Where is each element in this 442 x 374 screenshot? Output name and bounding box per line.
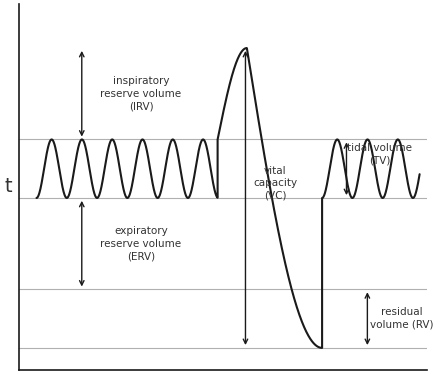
Text: inspiratory
reserve volume
(IRV): inspiratory reserve volume (IRV) xyxy=(100,76,182,111)
Y-axis label: t: t xyxy=(4,178,12,196)
Text: tidal volume
(TV): tidal volume (TV) xyxy=(347,143,412,165)
Text: residual
volume (RV): residual volume (RV) xyxy=(370,307,434,330)
Text: vital
capacity
(VC): vital capacity (VC) xyxy=(253,166,297,201)
Text: expiratory
reserve volume
(ERV): expiratory reserve volume (ERV) xyxy=(100,226,182,261)
